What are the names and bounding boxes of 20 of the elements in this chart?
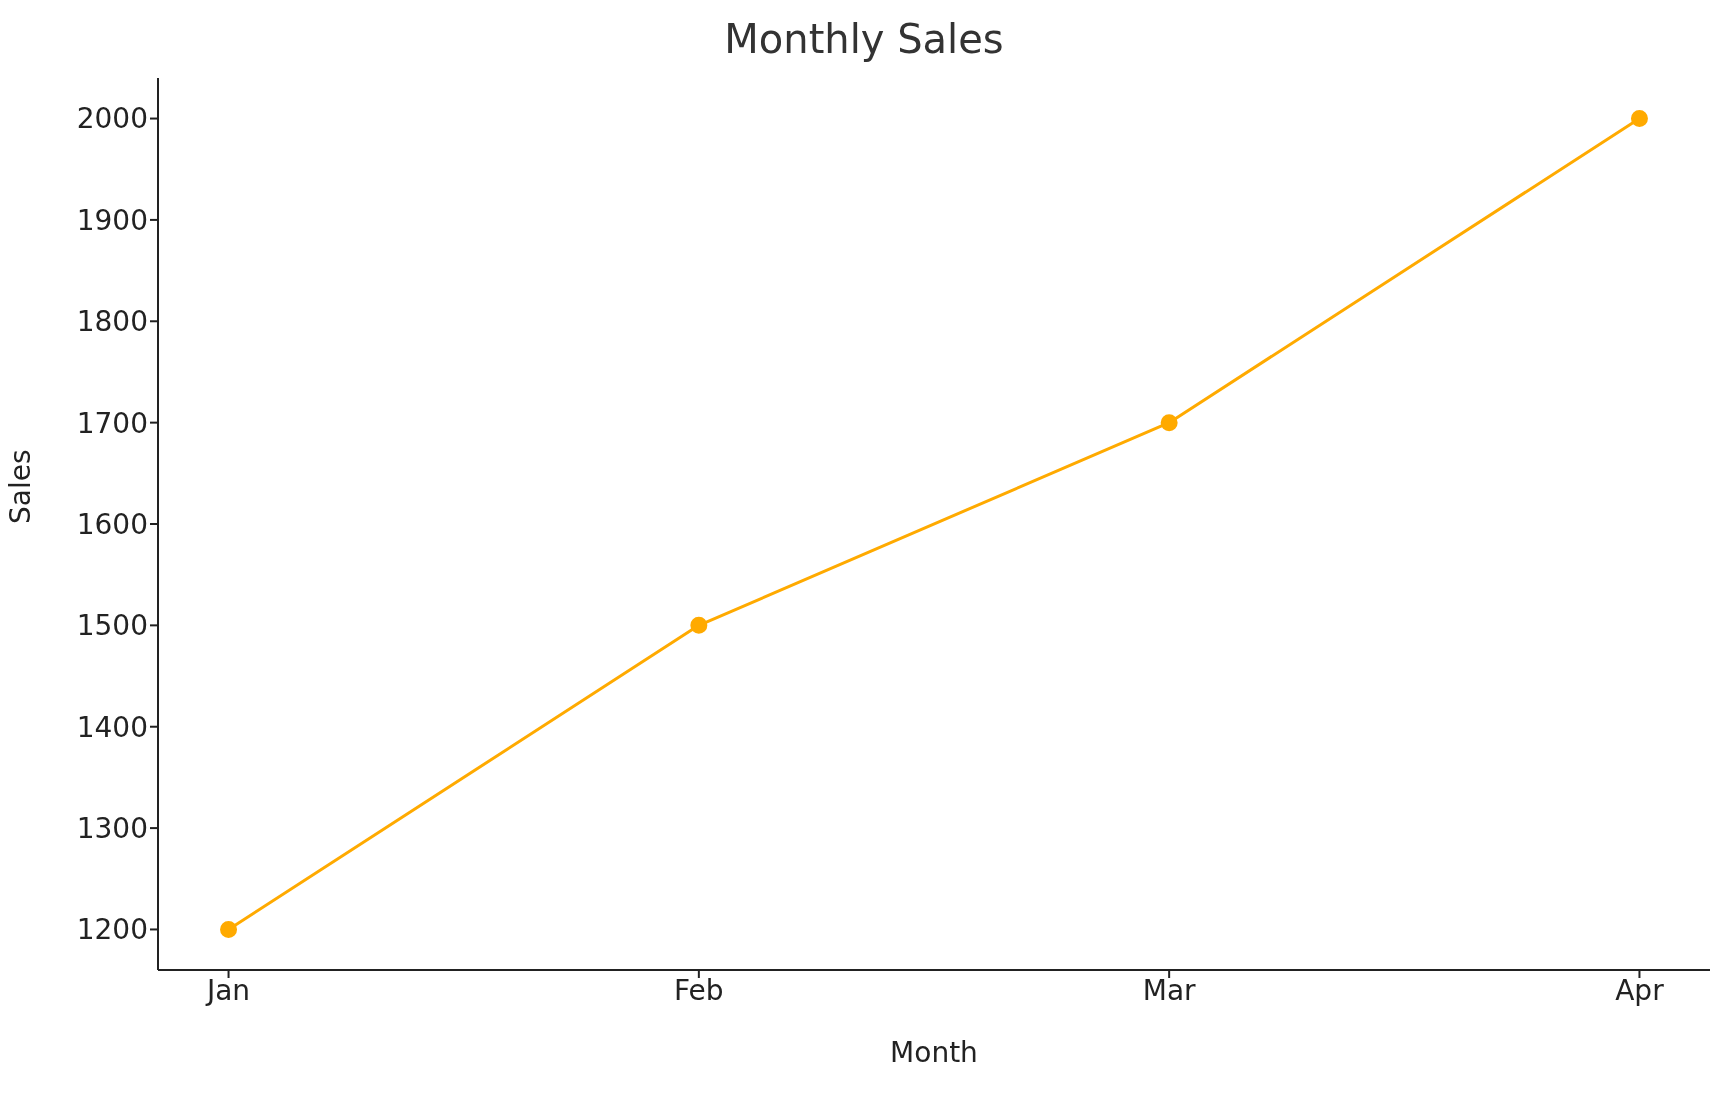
point [1630, 110, 1648, 128]
y-tick-label: 1800 [76, 305, 148, 339]
y-tick-label: 1500 [76, 609, 148, 643]
y-tick-label: 1300 [76, 812, 148, 846]
y-tick-label: 1400 [76, 710, 148, 744]
x-tick-label: Apr [1615, 973, 1665, 1007]
y-tick-label: 1900 [76, 203, 148, 237]
x-axis-title: Month [890, 1036, 978, 1069]
point [690, 616, 708, 634]
y-axis-title: Sales [3, 449, 37, 524]
y-tick-label: 1700 [76, 406, 148, 440]
y-tick-label: 1600 [76, 507, 148, 541]
x-tick-label: Jan [204, 973, 251, 1007]
y-tick-label: 1200 [76, 913, 148, 947]
x-tick-label: Mar [1142, 973, 1197, 1007]
x-tick-label: Feb [674, 973, 724, 1007]
y-tick-label: 2000 [76, 102, 148, 136]
chart-title: Monthly Sales [723, 15, 1005, 64]
point [220, 920, 238, 938]
point [1160, 414, 1178, 432]
